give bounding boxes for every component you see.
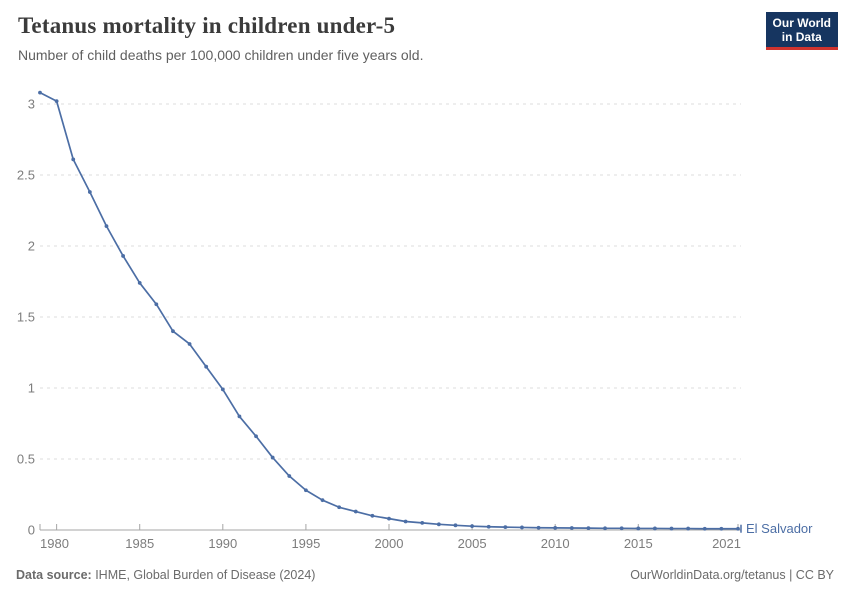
data-point [54, 99, 59, 104]
data-series-line[interactable] [39, 91, 738, 530]
y-axis-tick-label: 0.5 [17, 452, 35, 467]
data-source-label: Data source: [16, 568, 92, 582]
chart-footer: Data source: IHME, Global Burden of Dise… [16, 568, 834, 583]
data-point [636, 526, 641, 531]
data-point [121, 254, 125, 258]
x-axis-tick-label: 2015 [624, 536, 653, 551]
data-point [603, 526, 607, 531]
y-axis-tick-label: 3 [28, 97, 35, 112]
data-point [403, 519, 408, 524]
data-point [254, 434, 258, 439]
data-point [137, 281, 142, 285]
y-axis-tick-label: 2.5 [17, 168, 35, 183]
data-point [619, 526, 624, 531]
data-point [653, 526, 657, 531]
x-axis-tick-label: 1990 [208, 536, 237, 551]
data-point [436, 522, 441, 527]
data-point [71, 157, 76, 162]
chart-subtitle: Number of child deaths per 100,000 child… [18, 46, 424, 63]
data-point [702, 526, 707, 531]
owid-logo[interactable]: Our World in Data [765, 12, 838, 50]
data-point [38, 90, 42, 95]
data-point [220, 387, 225, 392]
data-point [503, 525, 508, 530]
data-point [586, 526, 591, 531]
data-point [486, 524, 491, 529]
credit-link[interactable]: OurWorldinData.org/tetanus | CC BY [630, 568, 834, 582]
data-point [536, 525, 541, 530]
data-point [337, 505, 342, 510]
y-axis-tick-label: 0 [28, 523, 35, 538]
chart-header: Tetanus mortality in children under-5 Nu… [18, 12, 720, 64]
x-axis-tick-label: 1995 [291, 536, 320, 551]
data-point [736, 526, 740, 531]
data-point [87, 190, 92, 194]
data-point [104, 224, 109, 229]
y-axis-tick-label: 1 [28, 381, 35, 396]
data-point [669, 526, 674, 531]
data-point [520, 525, 524, 530]
data-point [171, 329, 175, 334]
data-point [453, 523, 458, 528]
owid-logo-line2: in Data [781, 30, 822, 44]
data-point [237, 414, 242, 419]
data-source-text: IHME, Global Burden of Disease (2024) [91, 568, 316, 582]
data-point [420, 521, 425, 525]
x-axis-tick-label: 2005 [458, 536, 487, 551]
x-axis-tick-label: 1980 [40, 536, 69, 551]
data-point [719, 526, 724, 531]
data-point [187, 342, 192, 346]
owid-logo-line1: Our World [772, 16, 831, 30]
data-source-note: Data source: IHME, Global Burden of Dise… [16, 568, 315, 583]
data-point [569, 526, 574, 530]
y-axis-tick-label: 2 [28, 239, 35, 254]
data-point [270, 455, 275, 460]
x-axis-tick-label: 2010 [541, 536, 570, 551]
data-point [370, 513, 375, 518]
data-point [287, 474, 292, 478]
data-point [470, 524, 474, 529]
x-axis-tick-label: 1985 [125, 536, 154, 551]
data-point [553, 525, 558, 530]
chart-title: Tetanus mortality in children under-5 [18, 13, 396, 38]
entity-label[interactable]: El Salvador [746, 521, 813, 536]
y-axis-tick-label: 1.5 [17, 310, 35, 325]
data-point [686, 526, 691, 531]
data-point [353, 509, 358, 514]
data-point [154, 302, 159, 307]
data-point [204, 364, 209, 369]
data-point [320, 498, 325, 503]
data-point [387, 516, 391, 521]
x-axis-tick-label: 2000 [375, 536, 404, 551]
x-axis-tick-label: 2021 [712, 536, 741, 551]
data-point [304, 488, 308, 493]
